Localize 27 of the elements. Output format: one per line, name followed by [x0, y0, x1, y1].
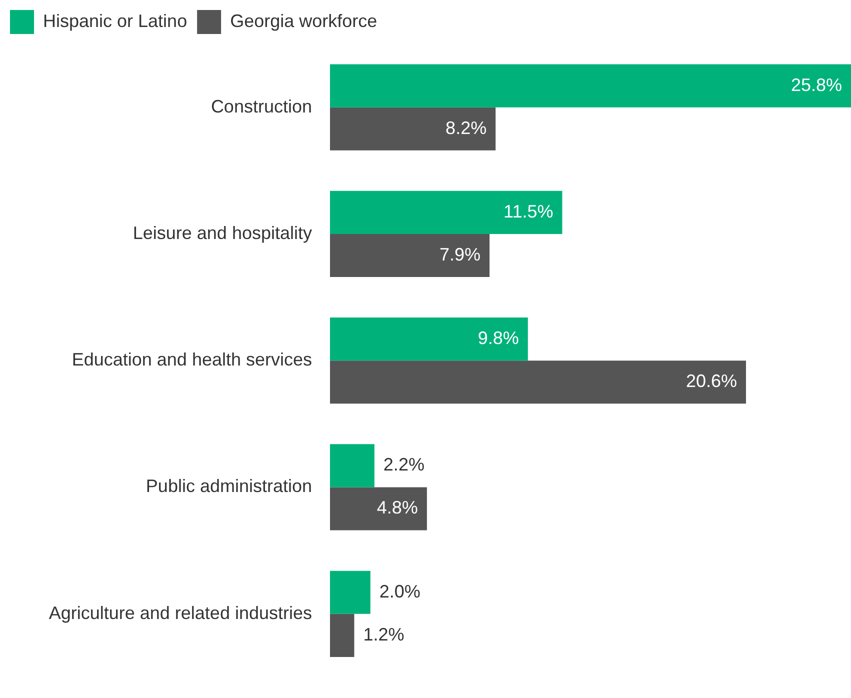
y-tick-label: Education and health services: [72, 350, 312, 370]
y-tick-label: Leisure and hospitality: [132, 222, 312, 243]
bar: [330, 444, 374, 488]
bar: [330, 190, 562, 234]
bar: [330, 318, 528, 361]
y-tick-label: Public administration: [146, 476, 312, 496]
y-tick-label: Construction: [210, 96, 312, 116]
data-label: 25.8%: [790, 74, 842, 95]
bar: [330, 570, 370, 614]
bar: [330, 360, 746, 404]
bar: [330, 234, 490, 278]
data-label: 1.2%: [363, 624, 404, 644]
bar: [330, 614, 354, 657]
legend-label: Hispanic or Latino: [43, 10, 188, 31]
data-label: 2.2%: [383, 454, 424, 475]
bar: [330, 107, 496, 150]
data-label: 4.8%: [376, 498, 418, 518]
legend-label: Georgia workforce: [230, 10, 378, 31]
data-label: 9.8%: [478, 328, 519, 348]
data-label: 20.6%: [686, 371, 737, 392]
data-label: 7.9%: [440, 244, 481, 264]
data-label: 11.5%: [504, 201, 554, 222]
data-label: 2.0%: [379, 581, 420, 602]
data-label: 8.2%: [446, 118, 487, 138]
y-tick-label: Agriculture and related industries: [48, 602, 312, 623]
bar: [330, 487, 427, 530]
bar: [330, 64, 851, 108]
